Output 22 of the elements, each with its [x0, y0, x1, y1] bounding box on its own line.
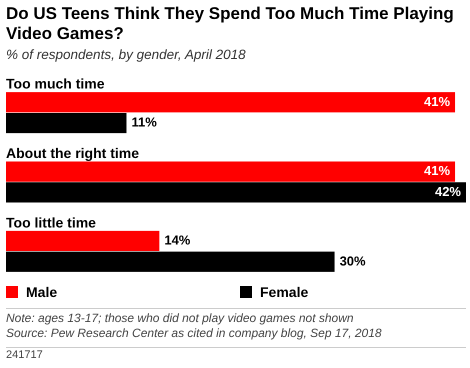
legend-label: Female — [260, 284, 308, 300]
bar — [6, 230, 160, 252]
data-label: 42% — [434, 184, 462, 199]
y-tick-label: About the right time — [6, 145, 140, 161]
bar — [6, 112, 126, 134]
legend-label: Male — [26, 284, 58, 300]
chart-subtitle: % of respondents, by gender, April 2018 — [6, 47, 246, 62]
y-tick-label: Too much time — [6, 76, 105, 92]
data-label: 41% — [424, 94, 450, 109]
bar — [6, 92, 456, 112]
chart-title: Do US Teens Think They Spend Too Much Time Playing Video Games? — [6, 4, 455, 44]
data-label: 41% — [424, 163, 450, 178]
data-label: 11% — [131, 114, 158, 130]
bar — [6, 162, 456, 182]
bar — [6, 252, 335, 272]
data-label: 14% — [164, 232, 191, 248]
text: 241717 — [6, 349, 43, 361]
source-note: Source: Pew Research Center as cited in company blog, Sep 17, 2018 — [6, 326, 382, 341]
data-label: 30% — [340, 253, 366, 268]
y-tick-label: Too little time — [6, 214, 96, 230]
text: Note: ages 13-17; those who did not play video games not shown — [6, 311, 355, 326]
bar — [6, 182, 466, 202]
